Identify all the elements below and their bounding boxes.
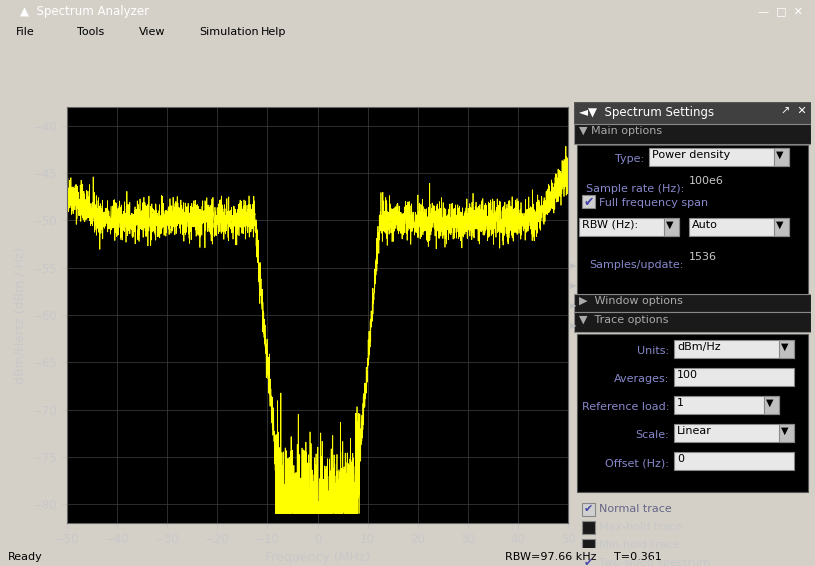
Bar [764, 396, 779, 414]
Text: ▼: ▼ [776, 150, 783, 160]
Bar [674, 424, 794, 442]
Text: Reference load:: Reference load: [582, 402, 669, 412]
Bar [574, 294, 811, 312]
Text: 100: 100 [677, 370, 698, 380]
Text: ▼: ▼ [781, 342, 788, 352]
Bar [582, 503, 595, 516]
Text: Help: Help [261, 27, 286, 37]
Text: ▼: ▼ [666, 220, 673, 230]
Text: Normal trace: Normal trace [599, 504, 672, 514]
Text: Max-hold trace: Max-hold trace [599, 522, 683, 532]
Bar [779, 424, 794, 442]
Bar [579, 218, 679, 236]
Text: Full frequency span: Full frequency span [599, 198, 708, 208]
Text: 100e6: 100e6 [689, 176, 724, 186]
Bar [582, 539, 595, 552]
Bar [577, 334, 808, 492]
Text: Offset (Hz):: Offset (Hz): [605, 458, 669, 468]
Text: RBW=97.66 kHz     T=0.361: RBW=97.66 kHz T=0.361 [505, 552, 662, 562]
Text: ✔: ✔ [584, 558, 593, 566]
Bar [582, 195, 595, 208]
Text: Ready: Ready [8, 552, 43, 562]
Text: ▶  Window options: ▶ Window options [579, 296, 683, 306]
Text: Simulation: Simulation [200, 27, 259, 37]
Text: ▼: ▼ [781, 426, 788, 436]
Text: —  □  ✕: — □ ✕ [758, 6, 803, 16]
Text: ▼ Main options: ▼ Main options [579, 126, 662, 136]
Text: Type:: Type: [615, 154, 644, 164]
Text: Linear: Linear [677, 426, 711, 436]
Text: ▼: ▼ [776, 220, 783, 230]
Text: ▶: ▶ [570, 261, 576, 271]
Bar [582, 521, 595, 534]
Bar [779, 340, 794, 358]
Text: Power density: Power density [652, 150, 730, 160]
Bar [574, 312, 811, 332]
Bar [774, 218, 789, 236]
Bar [674, 452, 794, 470]
Bar [664, 218, 679, 236]
Text: ✔: ✔ [584, 196, 594, 209]
Text: dBm/Hz: dBm/Hz [677, 342, 720, 352]
Text: RBW (Hz):: RBW (Hz): [582, 220, 638, 230]
Text: ▶: ▶ [570, 321, 576, 331]
Text: ▶: ▶ [570, 281, 576, 290]
Text: View: View [139, 27, 165, 37]
Text: Averages:: Averages: [614, 374, 669, 384]
Bar [574, 124, 811, 144]
Bar [582, 557, 595, 566]
Text: Samples/update:: Samples/update: [589, 260, 684, 270]
Bar [674, 340, 794, 358]
Text: ▼: ▼ [766, 398, 773, 408]
Bar [674, 396, 779, 414]
Text: Sample rate (Hz):: Sample rate (Hz): [586, 184, 684, 194]
Text: Units:: Units: [637, 346, 669, 356]
Bar [774, 148, 789, 166]
Bar [674, 368, 794, 386]
Text: ▼  Trace options: ▼ Trace options [579, 315, 668, 325]
Text: ◄▼  Spectrum Settings: ◄▼ Spectrum Settings [579, 106, 714, 119]
Y-axis label: dBm/Hertz (dBm / Hz): dBm/Hertz (dBm / Hz) [14, 246, 27, 384]
Text: ✔: ✔ [584, 504, 593, 514]
Text: 0: 0 [677, 454, 684, 464]
Text: 1536: 1536 [689, 252, 717, 262]
Text: Min-hold trace: Min-hold trace [599, 540, 680, 550]
Text: 1: 1 [677, 398, 684, 408]
Text: Auto: Auto [692, 220, 718, 230]
Bar [689, 218, 789, 236]
Text: Two-sided spectrum: Two-sided spectrum [599, 558, 710, 566]
Bar [574, 102, 811, 124]
Text: Scale:: Scale: [635, 430, 669, 440]
Bar [577, 145, 808, 297]
Text: ▲  Spectrum Analyzer: ▲ Spectrum Analyzer [20, 5, 149, 18]
Text: ▶: ▶ [570, 302, 576, 311]
X-axis label: Frequency (MHz): Frequency (MHz) [265, 551, 370, 564]
Bar [649, 148, 789, 166]
Text: Tools: Tools [77, 27, 104, 37]
Text: File: File [16, 27, 35, 37]
Text: ↗  ✕: ↗ ✕ [781, 106, 807, 116]
